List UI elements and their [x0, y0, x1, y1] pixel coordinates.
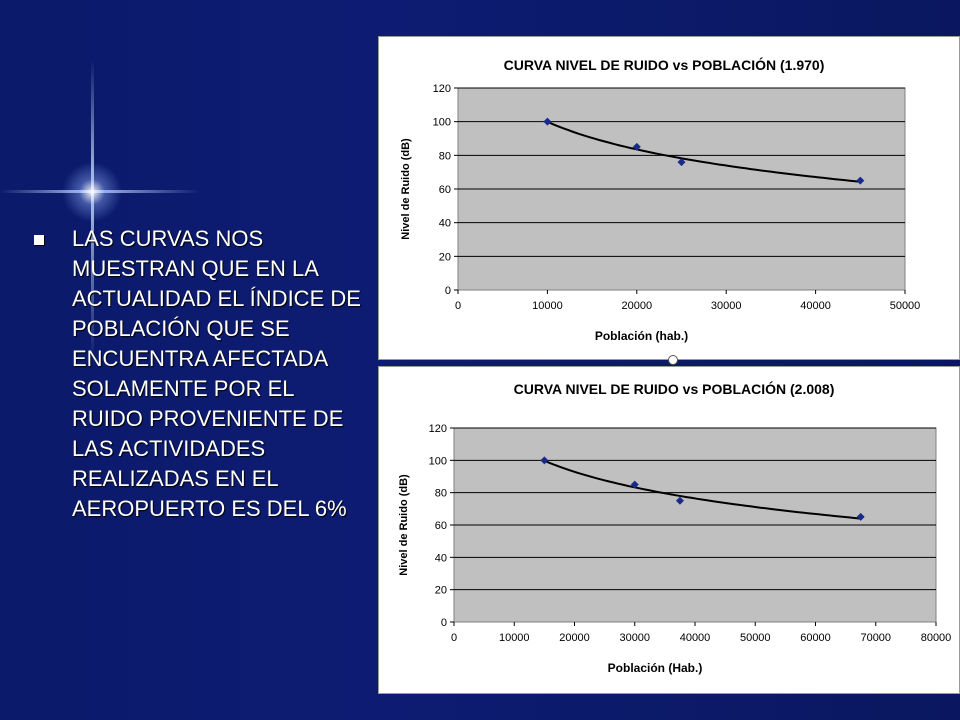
- chart-2008[interactable]: CURVA NIVEL DE RUIDO vs POBLACIÓN (2.008…: [378, 366, 960, 694]
- ytick-label: 60: [435, 520, 447, 532]
- chart-title: CURVA NIVEL DE RUIDO vs POBLACIÓN (1.970…: [504, 56, 825, 73]
- xtick-label: 50000: [890, 300, 921, 312]
- data-point-4: [856, 176, 865, 185]
- chart-1970-svg: CURVA NIVEL DE RUIDO vs POBLACIÓN (1.970…: [400, 56, 921, 343]
- ytick-label: 100: [429, 455, 447, 467]
- ytick-label: 120: [433, 83, 451, 95]
- data-point-3: [675, 496, 684, 505]
- xtick-label: 30000: [619, 632, 650, 644]
- data-point-4: [856, 512, 865, 521]
- xtick-label: 40000: [680, 632, 711, 644]
- data-point-3: [677, 158, 686, 167]
- trendline-curve: [546, 120, 861, 183]
- data-point-1: [543, 117, 552, 126]
- y-axis-label: Nivel de Ruido (dB): [400, 138, 412, 240]
- x-axis-label: Población (Hab.): [608, 661, 703, 675]
- xtick-label: 60000: [800, 632, 831, 644]
- trendline-curve: [544, 459, 861, 520]
- bullet-paragraph: LAS CURVAS NOS MUESTRAN QUE EN LA ACTUAL…: [34, 224, 364, 524]
- xtick-label: 30000: [711, 300, 742, 312]
- ytick-label: 20: [439, 251, 451, 263]
- y-axis-label: Nivel de Ruido (dB): [398, 474, 410, 576]
- xtick-label: 50000: [740, 632, 771, 644]
- ytick-label: 100: [433, 117, 451, 129]
- xtick-label: 20000: [622, 300, 653, 312]
- xtick-label: 40000: [800, 300, 831, 312]
- ytick-label: 40: [439, 218, 451, 230]
- xtick-label: 70000: [860, 632, 891, 644]
- xtick-label: 0: [455, 300, 461, 312]
- ytick-label: 80: [435, 488, 447, 500]
- data-point-2: [630, 480, 639, 489]
- ytick-label: 0: [441, 617, 447, 629]
- chart-1970[interactable]: CURVA NIVEL DE RUIDO vs POBLACIÓN (1.970…: [378, 36, 960, 360]
- data-point-2: [632, 142, 641, 151]
- chart-title: CURVA NIVEL DE RUIDO vs POBLACIÓN (2.008…: [514, 380, 835, 397]
- ytick-label: 0: [445, 285, 451, 297]
- xtick-label: 0: [451, 632, 457, 644]
- xtick-label: 10000: [532, 300, 563, 312]
- lens-flare-glow: [62, 162, 122, 222]
- ytick-label: 40: [435, 552, 447, 564]
- xtick-label: 80000: [921, 632, 952, 644]
- ytick-label: 60: [439, 184, 451, 196]
- chart-2008-svg: CURVA NIVEL DE RUIDO vs POBLACIÓN (2.008…: [398, 380, 952, 675]
- data-point-1: [540, 456, 549, 465]
- xtick-label: 10000: [499, 632, 530, 644]
- bullet-square-icon: [34, 235, 44, 245]
- x-axis-label: Población (hab.): [595, 329, 688, 343]
- bullet-text: LAS CURVAS NOS MUESTRAN QUE EN LA ACTUAL…: [72, 226, 361, 521]
- ytick-label: 80: [439, 150, 451, 162]
- ytick-label: 120: [429, 423, 447, 435]
- ytick-label: 20: [435, 585, 447, 597]
- xtick-label: 20000: [559, 632, 590, 644]
- resize-handle[interactable]: [668, 355, 678, 365]
